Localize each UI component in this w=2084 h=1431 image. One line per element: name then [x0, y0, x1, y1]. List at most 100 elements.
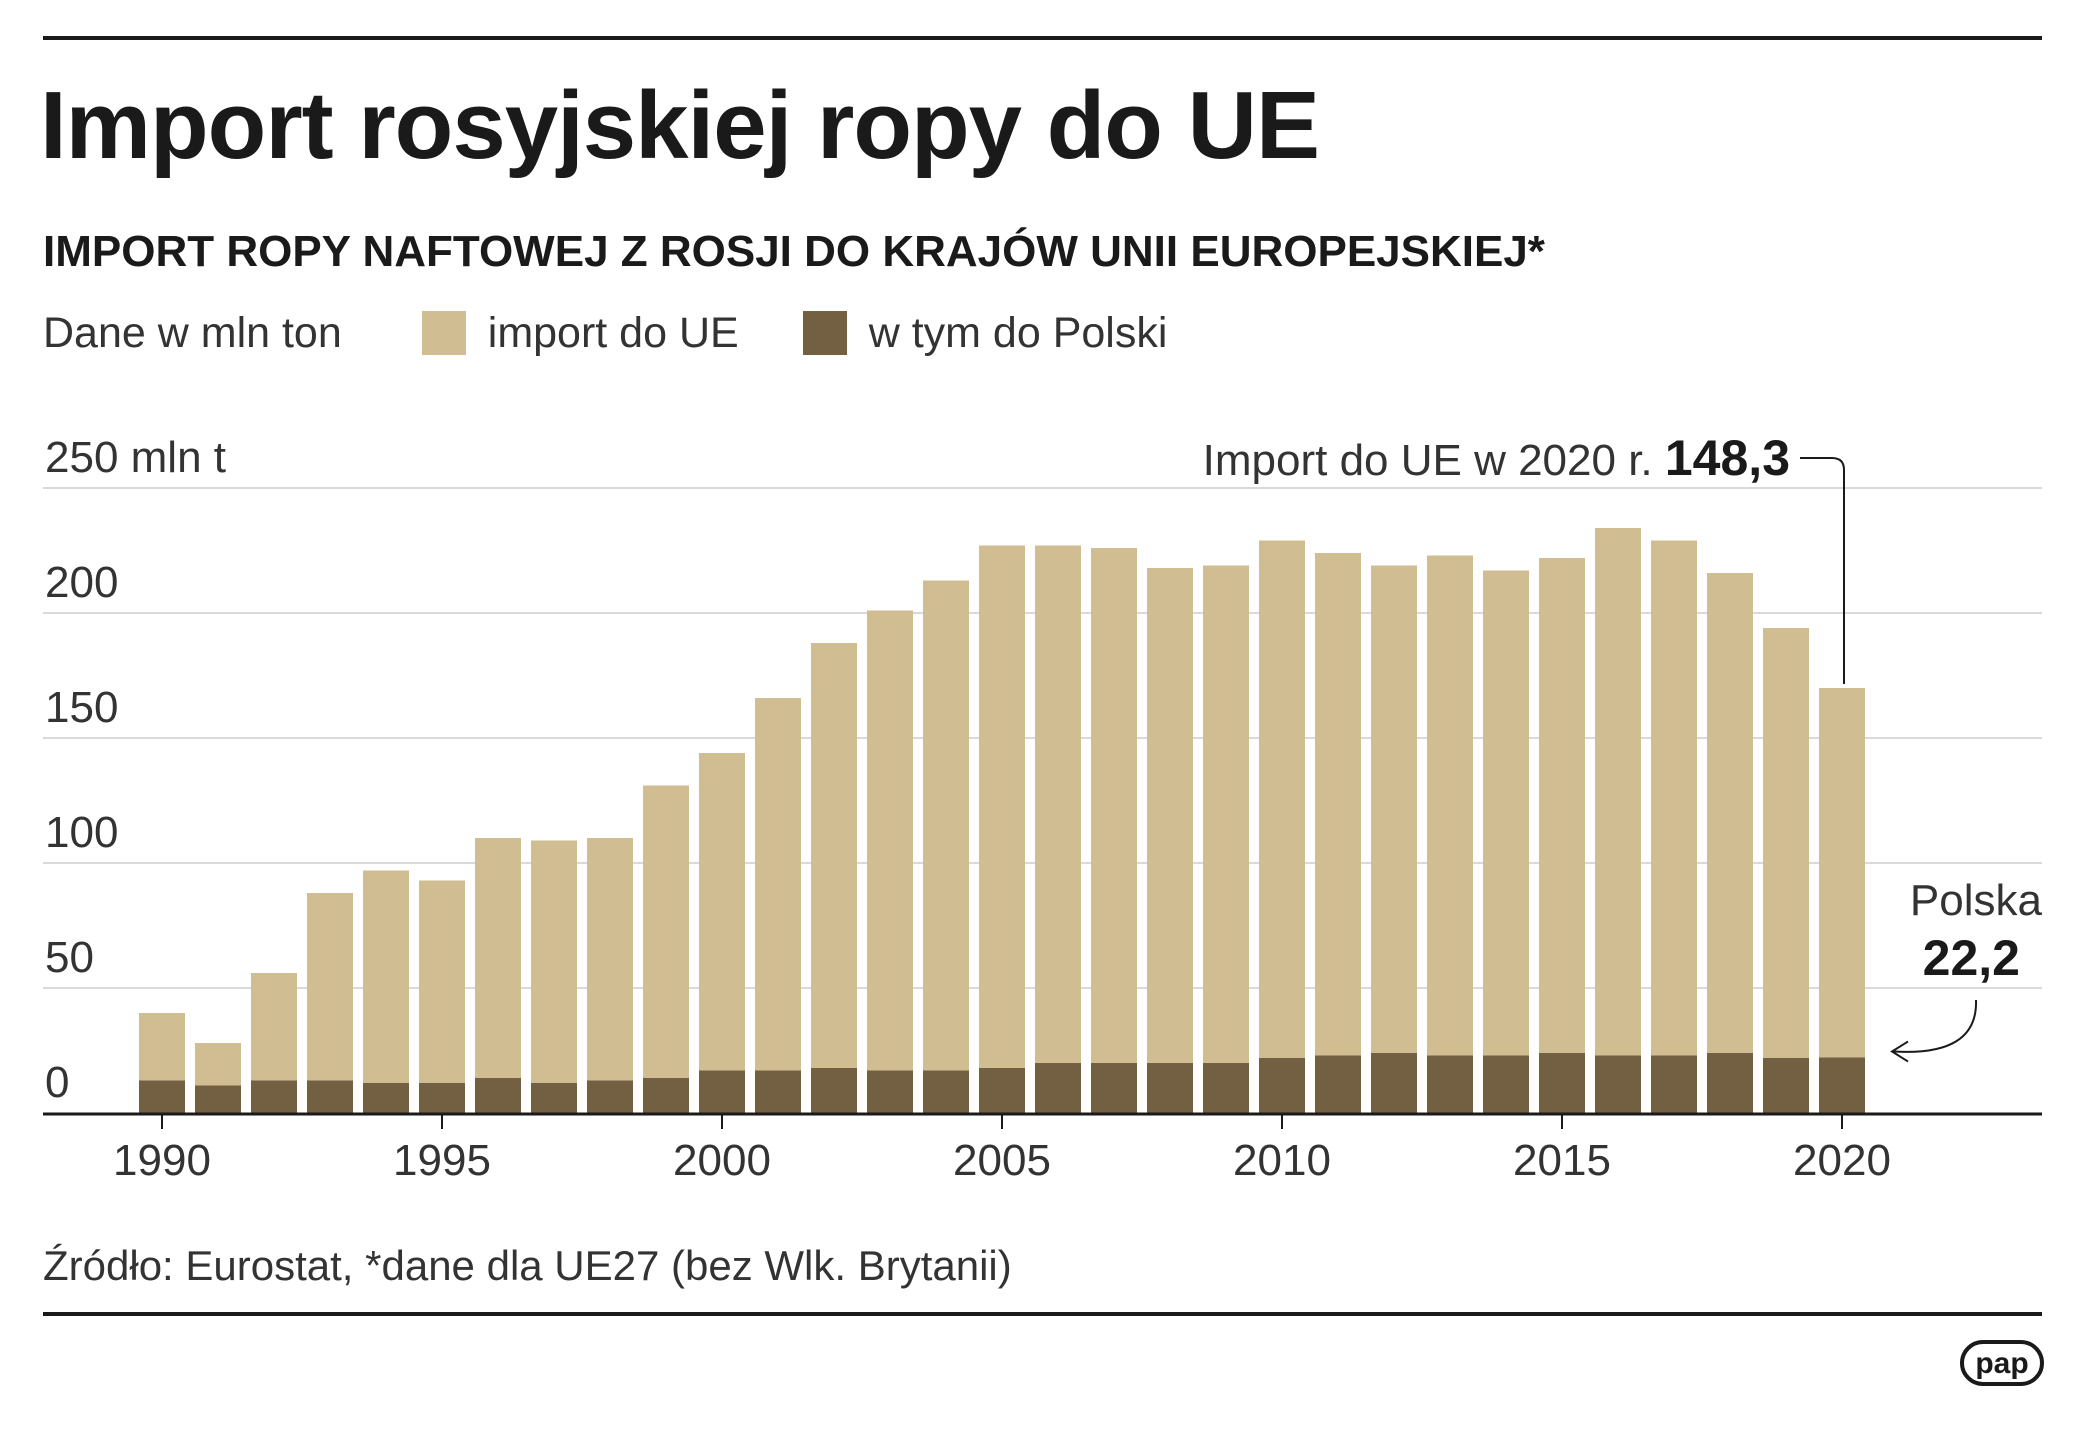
bar-eu [1371, 565, 1417, 1113]
annotation-pl-label: Polska [1910, 876, 2043, 925]
y-tick-label: 150 [45, 683, 118, 732]
legend-label-pl: w tym do Polski [868, 308, 1168, 357]
bar-pl [1763, 1058, 1809, 1113]
y-tick-label: 0 [45, 1058, 69, 1107]
bar-eu [1763, 628, 1809, 1113]
bottom-rule [43, 1312, 2042, 1316]
bar-pl [475, 1078, 521, 1113]
bar-pl [251, 1080, 297, 1113]
bar-eu [923, 580, 969, 1113]
bar-pl [1651, 1055, 1697, 1113]
chart-title: Import rosyjskiej ropy do UE [40, 72, 1320, 179]
bar-pl [867, 1070, 913, 1113]
bar-eu [699, 753, 745, 1113]
bar-eu [1315, 553, 1361, 1113]
bar-chart: 0 50 100 150 200 250 mln t 1990 1995 2000 2005 20… [43, 430, 2043, 1185]
annotation-pl-leader [1893, 999, 1978, 1053]
bar-pl [1539, 1053, 1585, 1113]
bar-pl [587, 1080, 633, 1113]
legend-swatch-pl [802, 311, 847, 355]
annotations: Import do UE w 2020 r. 148,3 Polska 22,2 [1203, 430, 2043, 1063]
x-tick-label: 2000 [673, 1136, 771, 1185]
legend-item-eu: import do UE [421, 308, 739, 358]
y-tick-label: 200 [45, 558, 118, 607]
y-tick-label: 50 [45, 933, 94, 982]
bar-pl [1315, 1055, 1361, 1113]
bar-pl [139, 1080, 185, 1113]
bar-pl [1259, 1058, 1305, 1113]
bar-eu [1539, 558, 1585, 1113]
annotation-pl-value: 22,2 [1923, 930, 2020, 986]
bar-eu [419, 880, 465, 1113]
bar-pl [363, 1083, 409, 1113]
bar-eu [587, 838, 633, 1113]
bar-eu [1483, 570, 1529, 1113]
annotation-eu-leader [1800, 457, 1845, 684]
bar-eu [531, 840, 577, 1113]
bar-pl [1147, 1063, 1193, 1113]
bar-pl [531, 1083, 577, 1113]
y-tick-label: 250 mln t [45, 433, 226, 482]
x-tick-label: 2005 [953, 1136, 1051, 1185]
legend: Dane w mln ton import do UE w tym do Pol… [43, 308, 1231, 358]
bars [139, 528, 1865, 1113]
bar-pl [1707, 1053, 1753, 1113]
logo-text: pap [1975, 1347, 2028, 1380]
bar-pl [1091, 1063, 1137, 1113]
annotation-eu-prefix: Import do UE w 2020 r. [1203, 436, 1665, 485]
bar-eu [1147, 568, 1193, 1113]
y-tick-label: 100 [45, 808, 118, 857]
legend-swatch-eu [421, 311, 466, 355]
y-axis-ticks: 0 50 100 150 200 250 mln t [45, 433, 226, 1107]
bar-pl [1595, 1055, 1641, 1113]
x-tick-label: 2020 [1793, 1136, 1891, 1185]
bar-eu [755, 698, 801, 1113]
bar-pl [1203, 1063, 1249, 1113]
bar-pl [195, 1085, 241, 1113]
annotation-eu: Import do UE w 2020 r. 148,3 [1203, 430, 1790, 486]
bar-pl [419, 1083, 465, 1113]
bar-eu [643, 785, 689, 1113]
bar-pl [699, 1070, 745, 1113]
x-axis: 1990 1995 2000 2005 2010 2015 2020 [43, 1112, 2042, 1185]
source-note: Źródło: Eurostat, *dane dla UE27 (bez Wl… [43, 1242, 1012, 1289]
bar-eu [811, 643, 857, 1113]
bar-eu [979, 545, 1025, 1113]
annotation-pl-arrowhead [1890, 1040, 1909, 1063]
units-label: Dane w mln ton [43, 308, 342, 357]
bar-eu [867, 610, 913, 1113]
x-tick-label: 2010 [1233, 1136, 1331, 1185]
pap-logo: pap [1960, 1340, 2044, 1386]
top-rule [43, 36, 2042, 40]
bar-eu [1203, 565, 1249, 1113]
bar-eu [1427, 555, 1473, 1113]
bar-eu [363, 870, 409, 1113]
bar-pl [811, 1068, 857, 1113]
bar-pl [923, 1070, 969, 1113]
bar-eu [1819, 688, 1865, 1113]
bar-eu [307, 893, 353, 1113]
x-tick-label: 1995 [393, 1136, 491, 1185]
bar-eu [1259, 540, 1305, 1113]
bar-pl [979, 1068, 1025, 1113]
annotation-eu-value: 148,3 [1665, 430, 1790, 486]
legend-item-pl: w tym do Polski [802, 308, 1168, 358]
bar-eu [1651, 540, 1697, 1113]
chart-subtitle: IMPORT ROPY NAFTOWEJ Z ROSJI DO KRAJÓW U… [43, 227, 1545, 276]
bar-eu [1035, 545, 1081, 1113]
bar-eu [1595, 528, 1641, 1113]
bar-pl [643, 1078, 689, 1113]
bar-pl [307, 1080, 353, 1113]
x-tick-label: 2015 [1513, 1136, 1611, 1185]
bar-eu [1091, 548, 1137, 1113]
bar-pl [1427, 1055, 1473, 1113]
legend-label-eu: import do UE [487, 308, 739, 357]
bar-pl [1371, 1053, 1417, 1113]
bar-eu [475, 838, 521, 1113]
bar-pl [1483, 1055, 1529, 1113]
x-tick-label: 1990 [113, 1136, 211, 1185]
bar-pl [1035, 1063, 1081, 1113]
bar-pl [755, 1070, 801, 1113]
bar-pl [1819, 1057, 1865, 1113]
bar-eu [1707, 573, 1753, 1113]
